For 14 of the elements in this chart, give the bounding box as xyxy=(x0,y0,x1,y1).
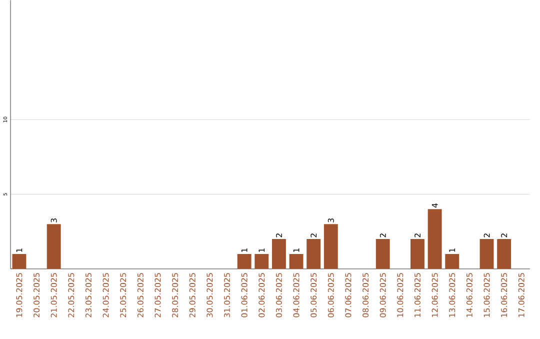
bar xyxy=(428,209,442,270)
bar xyxy=(289,254,304,270)
bar xyxy=(376,239,390,270)
bar xyxy=(497,239,512,270)
bar xyxy=(324,224,338,270)
bar xyxy=(237,254,252,270)
bar xyxy=(410,239,424,270)
bar xyxy=(254,254,269,270)
bar xyxy=(480,239,494,270)
bar xyxy=(306,239,321,270)
bar xyxy=(12,254,26,270)
bar xyxy=(272,239,286,270)
bar xyxy=(445,254,460,270)
bar xyxy=(46,224,61,270)
